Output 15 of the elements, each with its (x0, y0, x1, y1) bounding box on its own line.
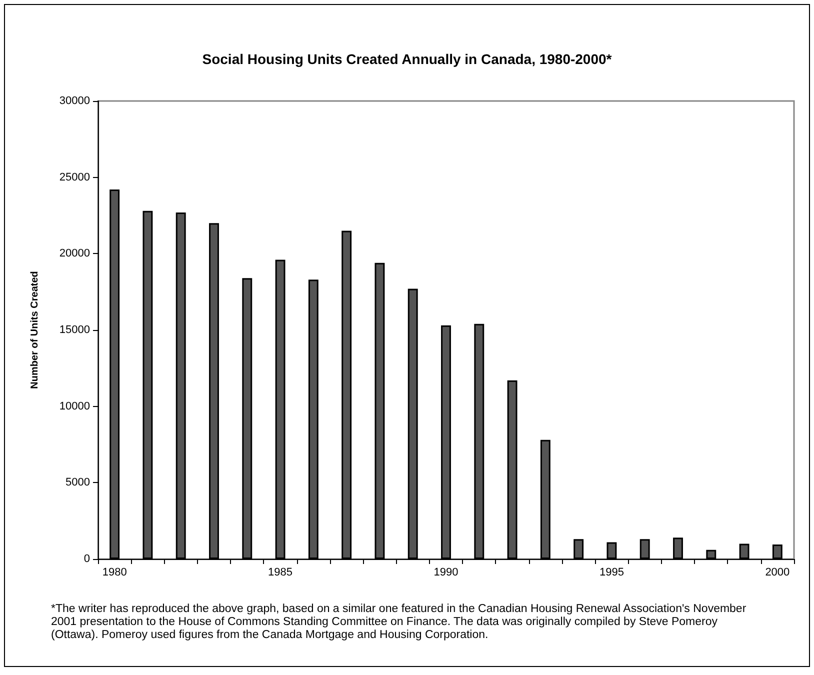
x-tick-label: 1995 (599, 566, 624, 578)
chart-title: Social Housing Units Created Annually in Canada, 1980-2000* (202, 51, 612, 67)
y-axis-title: Number of Units Created (30, 271, 40, 389)
y-tick-label: 5000 (66, 476, 90, 489)
x-tick-label: 1980 (102, 566, 127, 578)
y-tick-label: 0 (84, 553, 90, 565)
y-tick-label: 30000 (59, 95, 90, 107)
text: *The writer has reproduced the above graph, based on a similar one featured in the Canadian Housing Renewal Association's November 2001 presentation to the House of Commons Standing Committee on Finance. The data was originally compiled by Steve Pomeroy (Ottawa). Pomeroy used figures from the Canada Mortgage and Housing Corporation. (51, 603, 748, 642)
y-tick-label: 15000 (59, 324, 90, 336)
x-tick-label: 1990 (434, 566, 458, 578)
x-tick-label: 2000 (765, 566, 790, 578)
y-tick-label: 25000 (59, 171, 90, 184)
y-tick-label: 20000 (59, 248, 90, 260)
y-tick-label: 10000 (59, 400, 90, 412)
x-tick-label: 1985 (268, 566, 293, 578)
